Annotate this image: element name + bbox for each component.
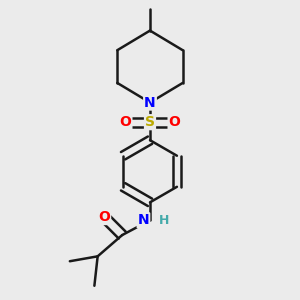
Text: S: S <box>145 115 155 129</box>
Text: N: N <box>144 96 156 110</box>
Text: O: O <box>119 115 131 129</box>
Text: O: O <box>98 210 110 224</box>
Text: N: N <box>138 213 149 227</box>
Text: O: O <box>169 115 181 129</box>
Text: H: H <box>159 214 169 227</box>
